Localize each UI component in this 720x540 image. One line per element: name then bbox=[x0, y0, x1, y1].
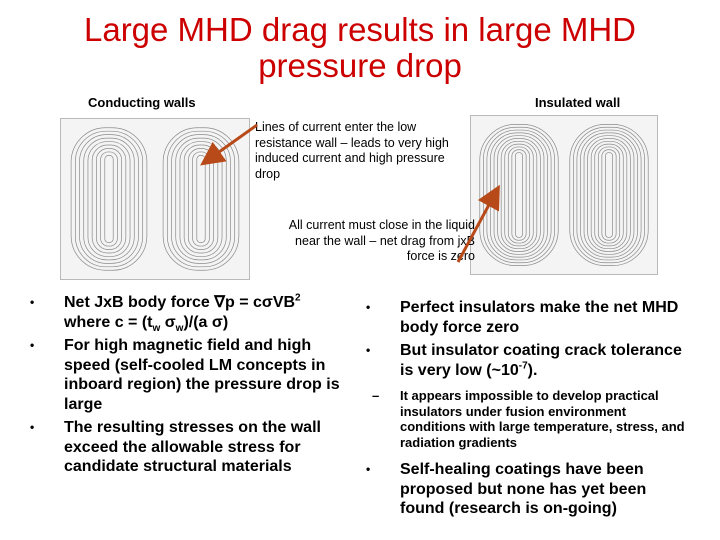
contour-line bbox=[175, 137, 227, 261]
contour-line bbox=[70, 127, 148, 271]
contour-line bbox=[500, 140, 538, 250]
contour-line bbox=[74, 130, 144, 268]
bullet-body-force: • Net JxB body force ∇p = cσVB2 where c … bbox=[30, 292, 350, 334]
contour-line bbox=[166, 130, 236, 268]
contour-line bbox=[507, 146, 531, 244]
sub-bullet-dash: – bbox=[372, 388, 380, 403]
bullet-dot: • bbox=[366, 343, 371, 357]
bullet-self-healing: • Self-healing coatings have been propos… bbox=[366, 460, 686, 519]
contour-line bbox=[511, 149, 527, 241]
bullet-dot: • bbox=[30, 338, 35, 352]
right-bullet-list: • Perfect insulators make the net MHD bo… bbox=[366, 298, 686, 523]
contour-line bbox=[580, 132, 638, 258]
slide-title: Large MHD drag results in large MHD pres… bbox=[83, 11, 637, 84]
contour-line bbox=[96, 148, 122, 250]
contour-line bbox=[162, 127, 240, 271]
formula-text: ∇p = cσVB2 bbox=[214, 292, 301, 311]
sub-bullet-insulators: – It appears impossible to develop pract… bbox=[366, 388, 686, 450]
exponent-text: -7 bbox=[518, 360, 528, 372]
contour-line bbox=[605, 152, 613, 238]
insulated-wall-label: Insulated wall bbox=[535, 95, 621, 110]
insulated-wall-contour-plot bbox=[470, 115, 658, 275]
contour-lines-right bbox=[479, 124, 649, 266]
bullet-dot: • bbox=[30, 295, 35, 309]
high-field-text: For high magnetic field and high speed (… bbox=[64, 337, 340, 413]
bullet-high-field: • For high magnetic field and high speed… bbox=[30, 336, 350, 414]
contour-line bbox=[583, 135, 635, 255]
bullet-dot: • bbox=[366, 300, 371, 314]
contour-line bbox=[572, 126, 646, 264]
contour-line bbox=[601, 149, 617, 241]
contour-line bbox=[594, 143, 624, 247]
contour-line bbox=[87, 141, 131, 257]
bullet-dot: • bbox=[30, 420, 35, 434]
contour-line bbox=[91, 144, 127, 254]
crack-tolerance-text: But insulator coating crack tolerance is… bbox=[400, 342, 682, 379]
stresses-text: The resulting stresses on the wall excee… bbox=[64, 419, 321, 475]
contour-line bbox=[83, 137, 135, 261]
contour-line bbox=[587, 138, 631, 252]
contour-line bbox=[597, 146, 621, 244]
perfect-insulators-text: Perfect insulators make the net MHD body… bbox=[400, 299, 679, 336]
bullet-dot: • bbox=[366, 462, 371, 476]
contour-line bbox=[104, 155, 114, 243]
contour-line bbox=[515, 152, 523, 238]
body-force-text: Net JxB body force bbox=[64, 294, 215, 311]
contour-line bbox=[171, 134, 231, 264]
formula-line2: where c = (tw σw)/(a σ) bbox=[64, 313, 229, 334]
bullet-perfect-insulators: • Perfect insulators make the net MHD bo… bbox=[366, 298, 686, 337]
contour-line bbox=[569, 124, 649, 266]
annotation-current-lines: Lines of current enter the low resistanc… bbox=[255, 120, 449, 181]
arrow-to-left-plot bbox=[200, 123, 258, 166]
contour-line bbox=[79, 134, 139, 264]
crack-tolerance-end: ). bbox=[527, 361, 538, 379]
contour-line bbox=[100, 151, 118, 247]
bullet-crack-tolerance: • But insulator coating crack tolerance … bbox=[366, 341, 686, 380]
insulators-sub-text: It appears impossible to develop practic… bbox=[400, 388, 685, 450]
self-healing-text: Self-healing coatings have been proposed… bbox=[400, 461, 647, 517]
conducting-walls-label: Conducting walls bbox=[88, 95, 196, 110]
bullet-stresses: • The resulting stresses on the wall exc… bbox=[30, 418, 350, 477]
contour-line bbox=[576, 129, 642, 261]
contour-line bbox=[179, 141, 223, 257]
contour-line bbox=[504, 143, 534, 247]
arrow-to-right-plot bbox=[456, 184, 500, 263]
contour-line bbox=[590, 140, 628, 250]
left-bullet-list: • Net JxB body force ∇p = cσVB2 where c … bbox=[30, 293, 350, 481]
